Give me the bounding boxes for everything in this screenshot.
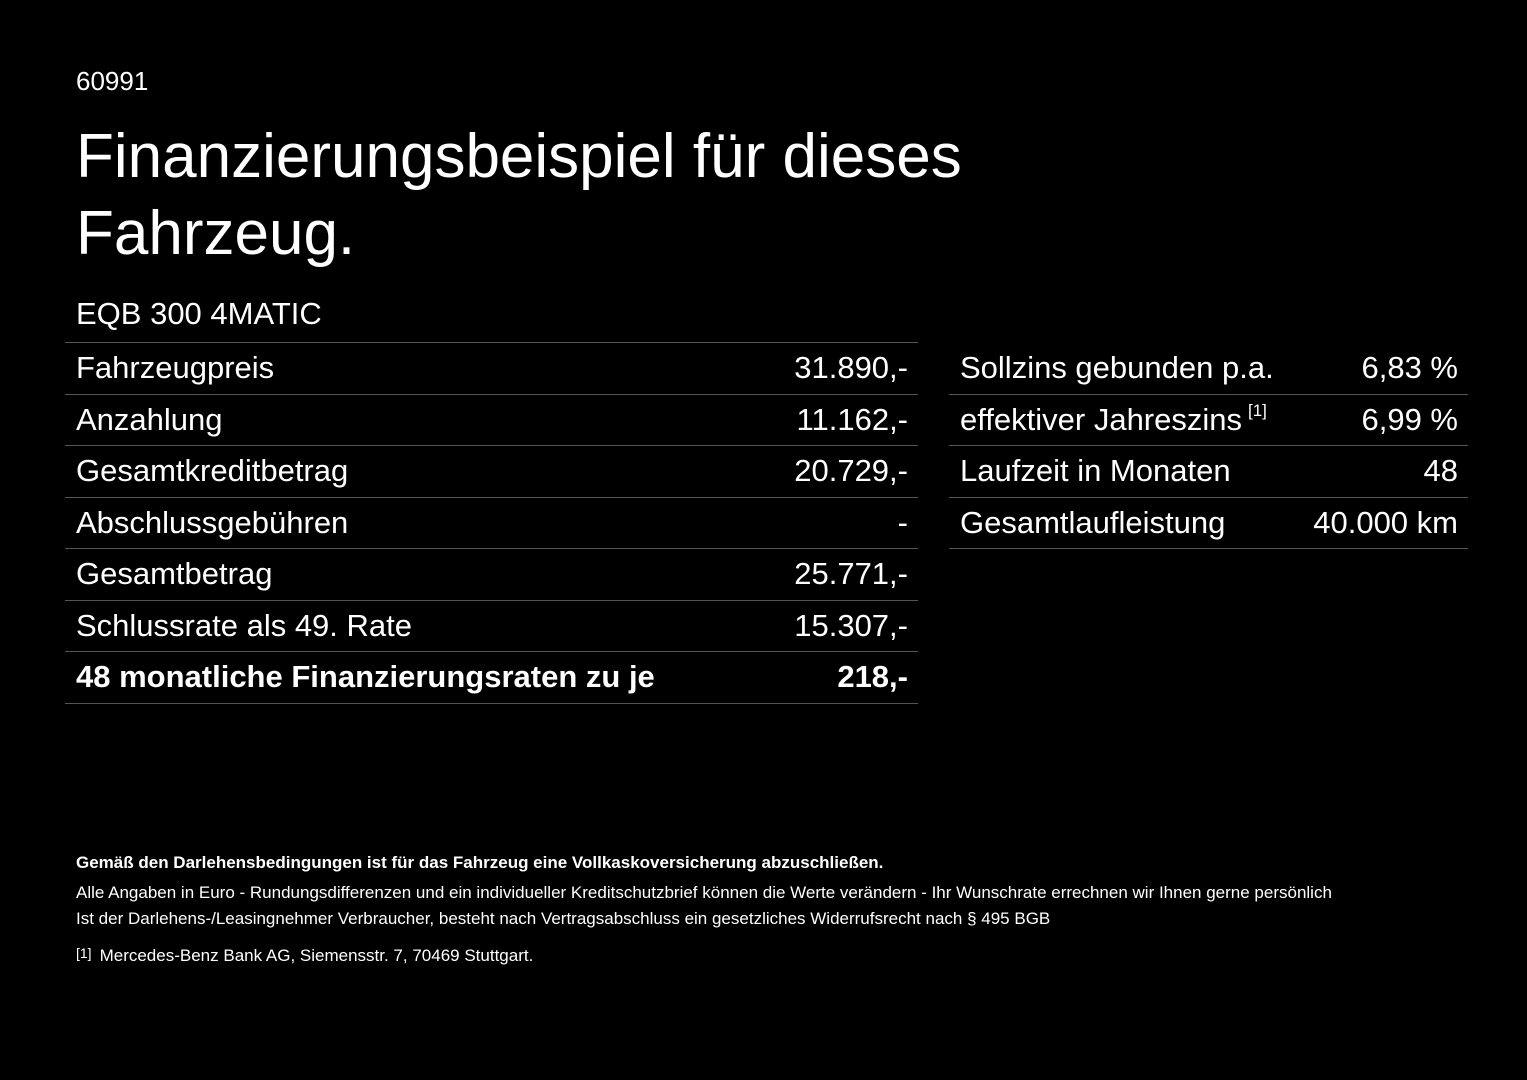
row-label-wrap: Laufzeit in Monaten bbox=[960, 453, 1231, 489]
footnote-ref: [1] bbox=[1248, 401, 1267, 421]
row-value: - bbox=[897, 504, 908, 540]
row-label: effektiver Jahreszins bbox=[960, 402, 1242, 438]
row-value: 6,99 % bbox=[1361, 401, 1458, 437]
row-label: Gesamtbetrag bbox=[76, 556, 273, 592]
row-label: Anzahlung bbox=[76, 401, 223, 437]
footnote-marker: [1] bbox=[76, 945, 92, 961]
row-label-wrap: Gesamtlaufleistung bbox=[960, 505, 1225, 541]
row-label: Laufzeit in Monaten bbox=[960, 453, 1231, 489]
row-value: 20.729,- bbox=[794, 453, 908, 489]
row-value: 40.000 km bbox=[1313, 504, 1458, 540]
table-row: Fahrzeugpreis 31.890,- bbox=[65, 343, 918, 395]
insurance-notice: Gemäß den Darlehensbedingungen ist für d… bbox=[76, 853, 884, 872]
terms-table: Sollzins gebunden p.a. 6,83 % effektiver J… bbox=[949, 342, 1468, 549]
table-row: Gesamtkreditbetrag 20.729,- bbox=[65, 446, 918, 498]
row-value: 6,83 % bbox=[1361, 350, 1458, 386]
table-row: Schlussrate als 49. Rate 15.307,- bbox=[65, 601, 918, 652]
table-row: effektiver Jahreszins [1] 6,99 % bbox=[949, 395, 1468, 446]
model-name: EQB 300 4MATIC bbox=[76, 296, 322, 331]
row-label: Gesamtlaufleistung bbox=[960, 504, 1226, 540]
row-value: 15.307,- bbox=[794, 607, 908, 643]
row-label: Fahrzeugpreis bbox=[76, 350, 275, 386]
title: Finanzierungsbeispiel für dieses Fahrzeu… bbox=[76, 122, 962, 268]
footnote-text: Mercedes-Benz Bank AG, Siemensstr. 7, 70… bbox=[99, 946, 534, 965]
row-value: 48 bbox=[1423, 453, 1458, 489]
row-value: 218,- bbox=[837, 659, 908, 695]
table-row: Laufzeit in Monaten 48 bbox=[949, 446, 1468, 498]
table-row: 48 monatliche Finanzierungsraten zu je 21… bbox=[65, 652, 918, 704]
row-label: Sollzins gebunden p.a. bbox=[960, 350, 1274, 386]
disclaimer: Alle Angaben in Euro - Rundungsdifferenz… bbox=[76, 883, 1332, 902]
table-row: Abschlussgebühren - bbox=[65, 498, 918, 549]
row-label: 48 monatliche Finanzierungsraten zu je bbox=[76, 659, 655, 695]
listing-id: 60991 bbox=[76, 66, 149, 96]
row-value: 11.162,- bbox=[796, 401, 908, 437]
row-label: Schlussrate als 49. Rate bbox=[76, 607, 413, 643]
row-label: Abschlussgebühren bbox=[76, 504, 349, 540]
table-row: Gesamtlaufleistung 40.000 km bbox=[949, 498, 1468, 549]
disclaimer: Ist der Darlehens-/Leasingnehmer Verbrau… bbox=[76, 909, 1051, 928]
footnote: [1] Mercedes-Benz Bank AG, Siemensstr. 7,… bbox=[76, 945, 533, 966]
table-row: Sollzins gebunden p.a. 6,83 % bbox=[949, 343, 1468, 395]
row-label: Gesamtkreditbetrag bbox=[76, 453, 349, 489]
finance-table: Fahrzeugpreis 31.890,- Anzahlung 11.162,- Ge… bbox=[65, 342, 918, 704]
row-value: 25.771,- bbox=[794, 556, 908, 592]
table-row: Anzahlung 11.162,- bbox=[65, 395, 918, 446]
table-row: Gesamtbetrag 25.771,- bbox=[65, 549, 918, 601]
row-value: 31.890,- bbox=[794, 350, 908, 386]
row-label-wrap: Sollzins gebunden p.a. bbox=[960, 350, 1274, 386]
row-label-wrap: effektiver Jahreszins [1] bbox=[960, 401, 1267, 438]
